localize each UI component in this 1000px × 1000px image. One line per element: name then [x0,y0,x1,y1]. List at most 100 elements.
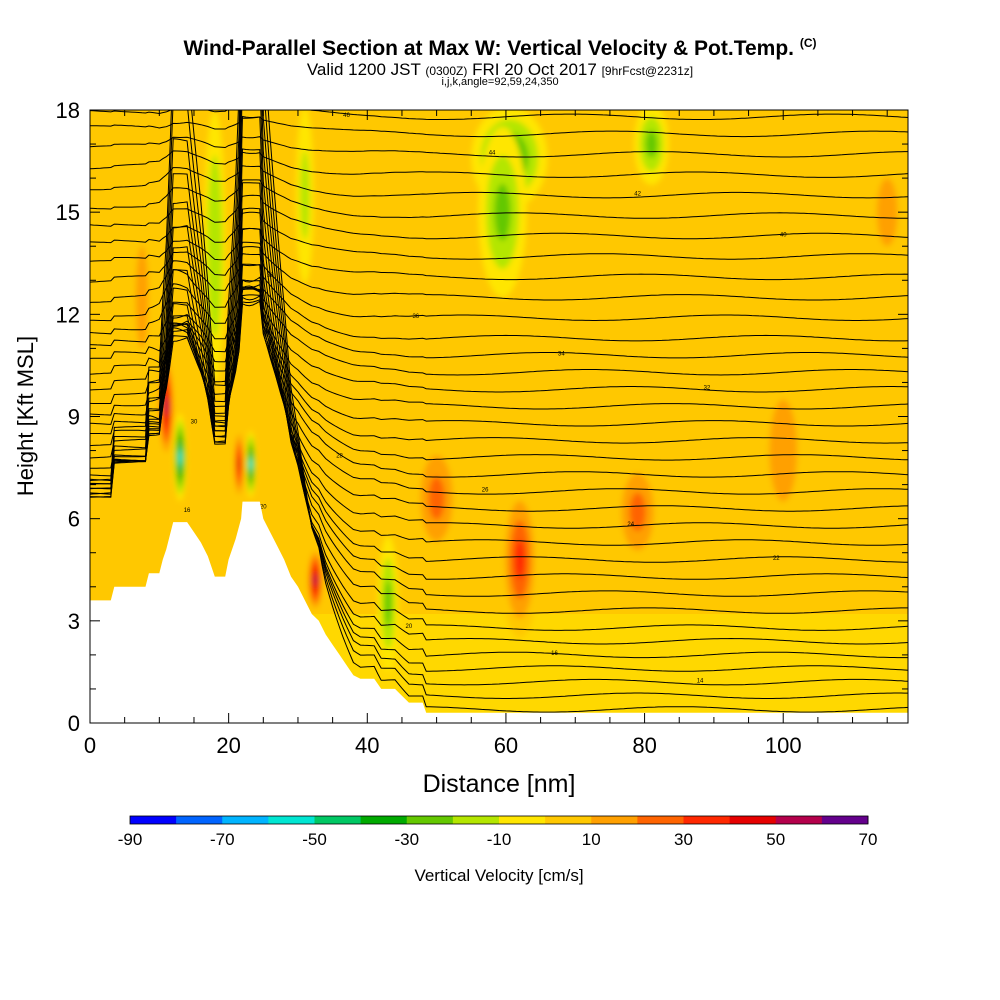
colorbar-swatch [591,816,638,824]
velocity-feature [634,110,669,185]
theta-contour-label: 42 [634,191,641,197]
colorbar: -90 -70 -50 -30 -10 10 30 50 70 [118,815,878,849]
chart-title-tag: (C) [799,36,817,50]
chart-title-text: Wind-Parallel Section at Max W: Vertical… [183,37,794,60]
theta-contour [90,300,908,495]
colorbar-swatch [268,816,315,824]
colorbar-swatch [130,816,177,824]
plot-area: 16 14 16 20 20 22 24 26 28 30 32 34 36 38 40 42 44 46 [90,110,908,723]
theta-contour-label: 40 [780,232,787,238]
theta-contour [90,288,908,393]
velocity-feature [306,545,324,615]
colorbar-tick-label: 70 [859,830,878,849]
velocity-feature [613,453,662,570]
velocity-contour [178,449,183,465]
velocity-feature [173,413,187,502]
velocity-contour [494,183,511,241]
valid-prefix: Valid 1200 JST [306,60,421,79]
velocity-feature [412,433,461,563]
theta-contour [90,194,908,240]
velocity-contour [769,399,798,502]
theta-contour-label: 26 [482,488,489,494]
x-axis-label: Distance [nm] [423,770,576,798]
theta-contour [90,299,908,478]
theta-contour-label: 20 [260,505,267,511]
theta-contour [90,286,908,410]
velocity-feature [500,481,540,638]
theta-contour [90,287,908,444]
velocity-contour [876,178,898,247]
colorbar-tick-label: 10 [582,830,601,849]
y-tick-label: 18 [56,98,80,123]
colorbar-swatch [545,816,592,824]
theta-contour [90,285,908,427]
colorbar-swatch [499,816,546,824]
velocity-feature [478,127,527,298]
x-tick-label: 20 [216,733,240,758]
velocity-contour [313,574,318,586]
velocity-contour [135,246,149,349]
colorbar-tick-label: 50 [766,830,785,849]
velocity-contour [164,397,169,416]
y-axis-label: Height [Kft MSL] [13,336,38,496]
chart-title: Wind-Parallel Section at Max W: Vertical… [0,36,1000,61]
theta-contour-label: 38 [267,273,274,279]
theta-contour-label: 46 [343,113,350,119]
terrain [90,501,908,723]
colorbar-tick-label: -50 [302,830,327,849]
theta-contour [90,241,908,301]
colorbar-tick-label: -10 [487,830,512,849]
y-tick-label: 3 [68,609,80,634]
velocity-contour [645,130,658,158]
colorbar-swatch [176,816,223,824]
theta-contour [90,116,908,138]
theta-contour [90,165,908,199]
theta-contour-label: 22 [773,556,780,562]
colorbar-swatch [821,816,869,824]
velocity-contour [384,581,392,627]
colorbar-tick-label: -70 [210,830,235,849]
colorbar-tick-label: 30 [674,830,693,849]
velocity-contour [428,476,445,520]
y-tick-label: 12 [56,302,80,327]
theta-contour [90,253,908,321]
theta-contour [90,295,908,512]
y-tick-label: 9 [68,405,80,430]
velocity-contour [514,539,525,580]
colorbar-swatch [775,816,823,824]
colorbar-swatch [637,816,684,824]
colorbar-label: Vertical Velocity [cm/s] [414,866,583,885]
colorbar-swatch [360,816,408,824]
velocity-feature [245,430,256,499]
colorbar-swatch [452,816,500,824]
colorbar-swatch [683,816,731,824]
velocity-feature [295,110,314,284]
velocity-feature [233,426,245,502]
theta-contour-label: 16 [551,651,558,657]
theta-contour-label: 14 [697,678,704,684]
chart-subtitle: Valid 1200 JST (0300Z) FRI 20 Oct 2017 [… [0,60,1000,80]
theta-contour [90,276,908,359]
valid-utc: (0300Z) [425,64,468,78]
colorbar-swatch [314,816,362,824]
theta-contours: 16 14 16 20 20 22 24 26 28 30 32 34 36 38 40 42 44 46 [90,110,908,713]
theta-contour [90,150,908,178]
theta-contour [90,179,908,219]
velocity-contour [300,150,310,240]
x-tick-label: 40 [355,733,379,758]
colorbar-tick-label: -90 [118,830,143,849]
velocity-contour [237,456,242,472]
y-tick-label: 0 [68,711,80,736]
theta-contour [90,284,908,376]
theta-contour-label: 16 [184,508,191,514]
theta-contour-label: 34 [558,351,565,357]
velocity-contour [629,492,646,532]
theta-contour-label: 44 [489,151,496,157]
velocity-contour [248,458,253,470]
theta-contour [90,110,908,120]
colorbar-swatch [729,816,777,824]
colorbar-swatch [406,816,454,824]
theta-contour [90,294,908,461]
